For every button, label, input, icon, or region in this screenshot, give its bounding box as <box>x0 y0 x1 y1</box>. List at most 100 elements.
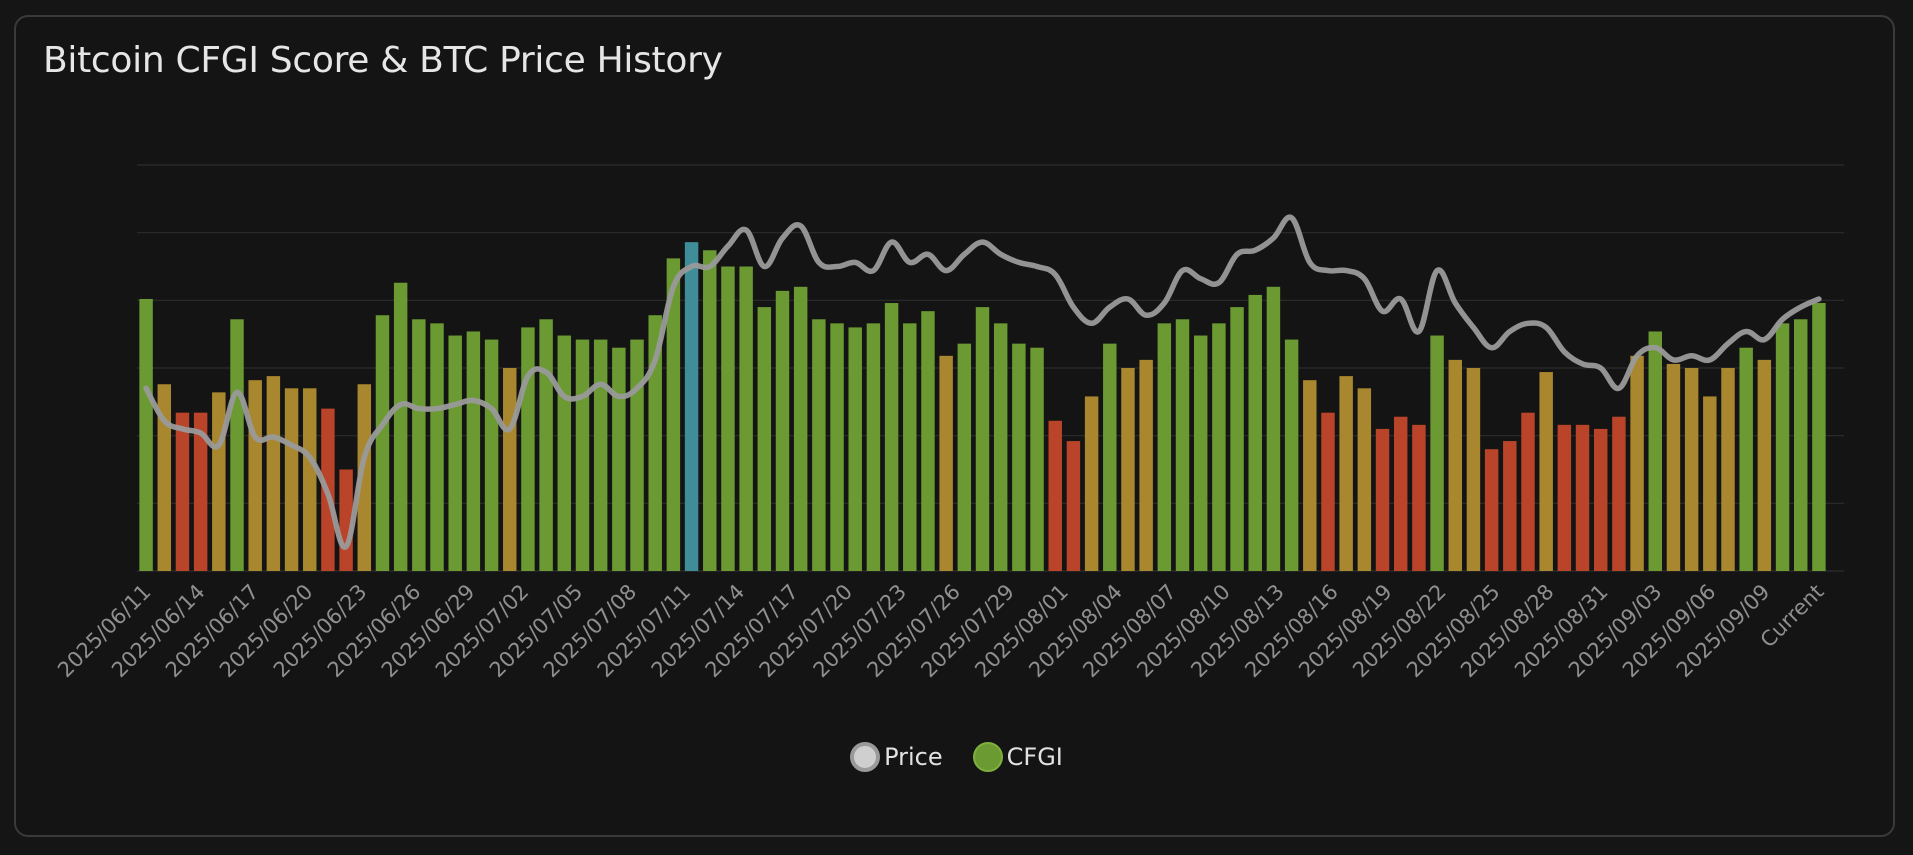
cfgi-bar[interactable] <box>1739 347 1753 571</box>
cfgi-bar[interactable] <box>521 327 535 571</box>
cfgi-bar[interactable] <box>1593 428 1608 571</box>
cfgi-bar[interactable] <box>1030 347 1044 571</box>
cfgi-bar[interactable] <box>1666 363 1681 571</box>
cfgi-bar[interactable] <box>1248 294 1262 571</box>
cfgi-bar[interactable] <box>1357 388 1372 571</box>
cfgi-bar[interactable] <box>1212 323 1226 571</box>
cfgi-bar[interactable] <box>866 323 881 571</box>
cfgi-bar[interactable] <box>1612 416 1626 571</box>
cfgi-bar[interactable] <box>230 319 244 571</box>
cfgi-bar[interactable] <box>630 339 644 571</box>
cfgi-bar[interactable] <box>1393 416 1408 571</box>
cfgi-bar[interactable] <box>157 384 172 571</box>
cfgi-bar[interactable] <box>1684 368 1699 571</box>
cfgi-swatch-icon <box>972 742 1003 772</box>
cfgi-bar[interactable] <box>1066 441 1081 571</box>
cfgi-bar[interactable] <box>1139 359 1153 571</box>
cfgi-bar[interactable] <box>1484 449 1499 571</box>
cfgi-bar[interactable] <box>466 331 481 571</box>
cfgi-bar[interactable] <box>1284 339 1299 571</box>
cfgi-bar[interactable] <box>1794 319 1808 571</box>
cfgi-bar[interactable] <box>1175 319 1190 571</box>
cfgi-bar[interactable] <box>1575 424 1590 571</box>
cfgi-bar[interactable] <box>757 307 772 571</box>
cfgi-bar[interactable] <box>284 388 299 571</box>
cfgi-bar[interactable] <box>430 323 444 571</box>
cfgi-bar[interactable] <box>739 266 753 572</box>
cfgi-bar[interactable] <box>193 412 208 571</box>
cfgi-bar[interactable] <box>775 290 790 571</box>
cfgi-bar[interactable] <box>175 412 190 571</box>
cfgi-bar[interactable] <box>266 376 281 571</box>
cfgi-bar[interactable] <box>1193 335 1208 571</box>
cfgi-bar[interactable] <box>903 323 917 571</box>
cfgi-bar[interactable] <box>1812 303 1826 571</box>
cfgi-bar[interactable] <box>503 368 517 571</box>
cfgi-bar[interactable] <box>139 298 153 571</box>
legend-label-price: Price <box>884 743 943 771</box>
cfgi-bar[interactable] <box>1230 307 1244 571</box>
cfgi-bar[interactable] <box>1412 424 1426 571</box>
legend-item-price[interactable]: Price <box>850 742 943 772</box>
cfgi-bar[interactable] <box>793 286 808 571</box>
cfgi-bar[interactable] <box>1448 359 1462 571</box>
cfgi-bar[interactable] <box>1375 428 1390 571</box>
cfgi-bar[interactable] <box>993 323 1008 571</box>
cfgi-bar[interactable] <box>684 242 699 571</box>
cfgi-bar[interactable] <box>393 282 408 571</box>
cfgi-bar[interactable] <box>648 315 662 571</box>
cfgi-bar[interactable] <box>484 339 499 571</box>
cfgi-bar[interactable] <box>921 311 935 571</box>
cfgi-bar[interactable] <box>557 335 572 571</box>
cfgi-bar[interactable] <box>721 266 735 572</box>
cfgi-bar[interactable] <box>1430 335 1444 571</box>
cfgi-bar[interactable] <box>884 303 899 571</box>
cfgi-bar[interactable] <box>1339 376 1353 571</box>
cfgi-bar[interactable] <box>412 319 426 571</box>
cfgi-bar[interactable] <box>703 250 717 571</box>
cfgi-bar[interactable] <box>357 384 372 571</box>
cfgi-bar[interactable] <box>612 347 626 571</box>
cfgi-bar[interactable] <box>1084 396 1099 571</box>
cfgi-bar[interactable] <box>1721 368 1735 571</box>
cfgi-bar[interactable] <box>1157 323 1172 571</box>
cfgi-bar[interactable] <box>666 258 681 571</box>
price-line[interactable] <box>143 214 1822 550</box>
cfgi-bar[interactable] <box>1703 396 1717 571</box>
cfgi-bar[interactable] <box>1303 380 1317 571</box>
x-axis-ticks: 2025/06/112025/06/142025/06/172025/06/20… <box>53 580 1828 683</box>
cfgi-bar[interactable] <box>812 319 826 571</box>
cfgi-bar[interactable] <box>939 355 953 571</box>
cfgi-bar[interactable] <box>1503 441 1517 571</box>
legend-label-cfgi: CFGI <box>1006 743 1063 771</box>
cfgi-bar[interactable] <box>1557 424 1572 571</box>
cfgi-bar[interactable] <box>975 307 990 571</box>
cfgi-bar[interactable] <box>448 335 462 571</box>
cfgi-bar[interactable] <box>1539 372 1553 571</box>
cfgi-bar[interactable] <box>1121 368 1135 571</box>
cfgi-bar[interactable] <box>539 319 553 571</box>
cfgi-bar[interactable] <box>1630 355 1644 571</box>
price-swatch-icon <box>850 742 881 772</box>
cfgi-bar[interactable] <box>303 388 317 571</box>
cfgi-bar[interactable] <box>1775 323 1790 571</box>
cfgi-bar[interactable] <box>1521 412 1535 571</box>
cfgi-bar[interactable] <box>1103 343 1117 571</box>
cfgi-bar[interactable] <box>957 343 972 571</box>
cfgi-bar[interactable] <box>848 327 862 571</box>
cfgi-bar[interactable] <box>1266 286 1281 571</box>
cfgi-bar[interactable] <box>1757 359 1772 571</box>
legend-item-cfgi[interactable]: CFGI <box>972 742 1063 772</box>
cfgi-bar[interactable] <box>1321 412 1335 571</box>
cfgi-bar[interactable] <box>1012 343 1026 571</box>
cfgi-bar[interactable] <box>1466 368 1481 571</box>
cfgi-bar[interactable] <box>1648 331 1662 571</box>
cfgi-bar[interactable] <box>575 339 590 571</box>
cfgi-bar[interactable] <box>375 315 390 571</box>
cfgi-bar[interactable] <box>1048 420 1062 571</box>
cfgi-bar[interactable] <box>830 323 844 571</box>
cfgi-bar[interactable] <box>212 392 226 571</box>
cfgi-bar[interactable] <box>248 380 262 571</box>
cfgi-bar[interactable] <box>593 339 608 571</box>
